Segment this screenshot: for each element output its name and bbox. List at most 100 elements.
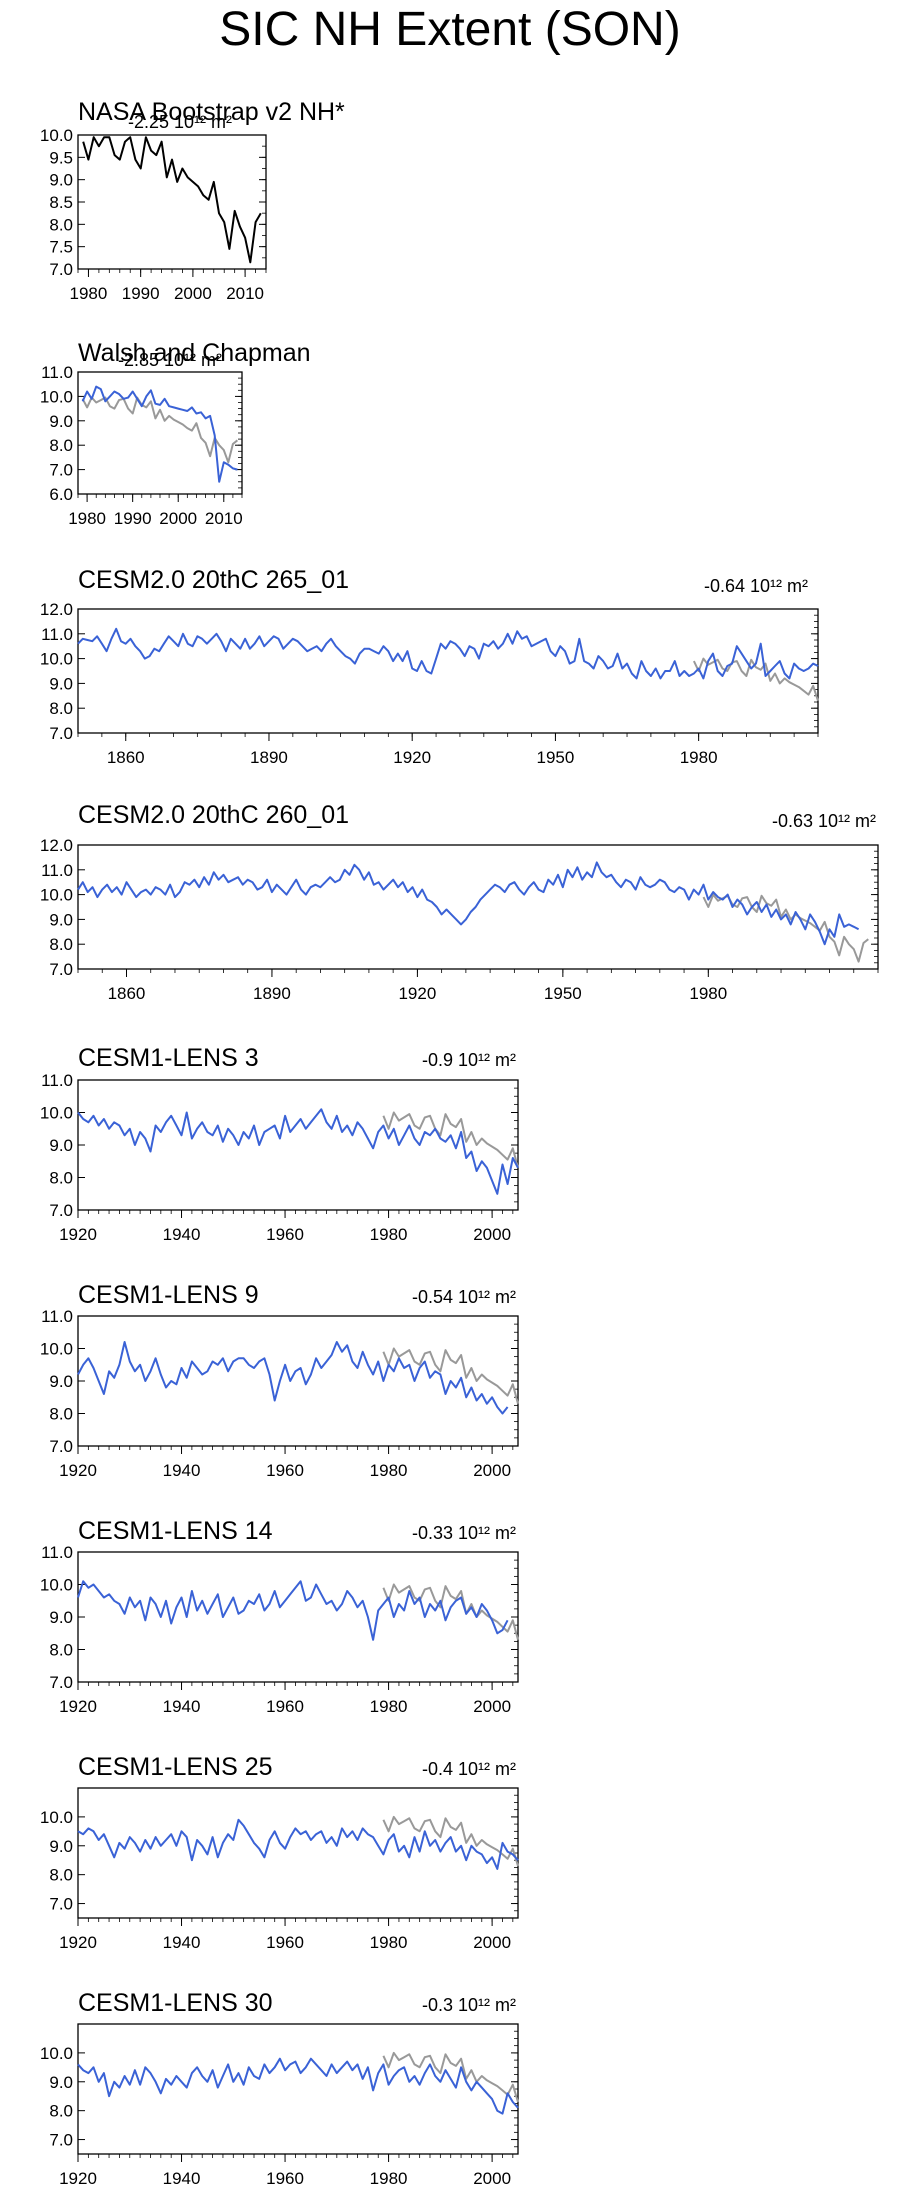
x-tick-label: 1980: [370, 1697, 408, 1716]
y-tick-label: 7.0: [49, 960, 73, 979]
y-tick-label: 8.0: [49, 215, 73, 234]
x-tick-label: 1890: [253, 984, 291, 1003]
observed-series-line: [702, 893, 869, 963]
plot-frame: [77, 134, 267, 270]
trend-label: -0.9 10¹² m²: [422, 1050, 516, 1070]
panel-title: CESM2.0 20thC 260_01: [78, 801, 349, 829]
y-tick-label: 8.0: [49, 935, 73, 954]
y-tick-label: 8.0: [49, 436, 73, 455]
y-tick-label: 9.0: [49, 412, 73, 431]
y-tick-label: 8.0: [49, 1169, 73, 1188]
observed-series-line: [382, 1583, 519, 1641]
panel-title: CESM1-LENS 25: [78, 1753, 273, 1781]
y-tick-label: 9.0: [49, 171, 73, 190]
x-tick-label: 1920: [59, 1461, 97, 1480]
x-tick-label: 2000: [473, 1933, 511, 1952]
model-series-line: [77, 1818, 519, 1870]
y-tick-label: 8.0: [49, 1405, 73, 1424]
y-tick-label: 7.0: [49, 1673, 73, 1692]
x-tick-label: 1960: [266, 1933, 304, 1952]
y-tick-label: 10.0: [40, 1340, 73, 1359]
y-tick-label: 7.0: [49, 2131, 73, 2150]
x-tick-label: 1860: [108, 984, 146, 1003]
model-series-line: [77, 2057, 519, 2115]
y-tick-label: 7.0: [49, 1895, 73, 1914]
plot-frame: [77, 371, 243, 495]
x-tick-label: 1920: [398, 984, 436, 1003]
observed-series-line: [382, 1347, 519, 1405]
x-tick-label: 1920: [59, 1933, 97, 1952]
y-tick-label: 9.0: [49, 674, 73, 693]
x-tick-label: 1860: [107, 748, 145, 767]
x-tick-label: 1980: [680, 748, 718, 767]
y-tick-label: 9.0: [49, 1837, 73, 1856]
chart-panel: CESM1-LENS 25 -0.4 10¹² m² 10.0 9.0 8.0 7.0 19…: [40, 1753, 519, 1952]
x-tick-label: 2000: [174, 284, 212, 303]
x-tick-label: 1960: [266, 1461, 304, 1480]
trend-label: -0.54 10¹² m²: [412, 1287, 516, 1307]
y-tick-label: 7.0: [49, 1201, 73, 1220]
x-tick-label: 2000: [473, 1697, 511, 1716]
y-tick-label: 10.0: [40, 650, 73, 669]
y-tick-label: 7.0: [49, 1437, 73, 1456]
x-tick-label: 1950: [537, 748, 575, 767]
x-tick-label: 1960: [266, 2169, 304, 2188]
observed-series-line: [382, 2051, 519, 2103]
y-tick-label: 7.0: [49, 724, 73, 743]
y-tick-label: 7.0: [49, 461, 73, 480]
model-series-line: [77, 1580, 509, 1641]
x-tick-label: 1940: [163, 1697, 201, 1716]
x-tick-label: 1980: [370, 1933, 408, 1952]
plot-frame: [77, 1315, 519, 1447]
x-tick-label: 1990: [114, 509, 152, 528]
plot-frame: [77, 608, 819, 734]
y-tick-label: 10.0: [40, 1104, 73, 1123]
chart-panel: CESM1-LENS 3 -0.9 10¹² m² 11.0 10.0 9.0 8.0 7.…: [40, 1044, 519, 1244]
y-tick-label: 8.0: [49, 1641, 73, 1660]
panel-title: Walsh and Chapman: [78, 339, 311, 367]
y-tick-label: 11.0: [41, 861, 73, 880]
y-tick-label: 11.0: [41, 363, 73, 382]
figure-title: SIC NH Extent (SON): [219, 3, 681, 56]
y-tick-label: 9.5: [49, 148, 73, 167]
y-tick-label: 9.0: [49, 1136, 73, 1155]
x-tick-label: 1920: [59, 1697, 97, 1716]
x-tick-label: 1920: [59, 2169, 97, 2188]
x-tick-label: 1980: [68, 509, 106, 528]
y-tick-label: 11.0: [41, 625, 73, 644]
chart-panel: Walsh and Chapman-2.85 10¹² m² 11.0 10.0 9.…: [40, 339, 311, 528]
panel-title: CESM2.0 20thC 265_01: [78, 566, 349, 594]
x-tick-label: 1940: [163, 1461, 201, 1480]
x-tick-label: 1980: [370, 1461, 408, 1480]
y-tick-label: 11.0: [41, 1307, 73, 1326]
y-tick-label: 9.0: [49, 1608, 73, 1627]
y-tick-label: 8.0: [49, 2102, 73, 2121]
chart-panel: NASA Bootstrap v2 NH*-2.25 10¹² m² 10.0 9.…: [40, 98, 345, 303]
y-tick-label: 10.0: [40, 1576, 73, 1595]
observed-series-line: [382, 1815, 519, 1867]
x-tick-label: 1950: [544, 984, 582, 1003]
y-tick-label: 12.0: [40, 600, 73, 619]
x-tick-label: 2010: [226, 284, 264, 303]
trend-label: -0.63 10¹² m²: [772, 811, 876, 831]
chart-panel: CESM1-LENS 14 -0.33 10¹² m² 11.0 10.0 9.0 8.0…: [40, 1517, 519, 1716]
trend-label: -0.33 10¹² m²: [412, 1523, 516, 1543]
panel-title: NASA Bootstrap v2 NH*: [78, 98, 345, 126]
y-tick-label: 7.5: [49, 238, 73, 257]
y-tick-label: 9.0: [49, 910, 73, 929]
x-tick-label: 1890: [250, 748, 288, 767]
x-tick-label: 2000: [159, 509, 197, 528]
model-series-line: [77, 1341, 509, 1415]
chart-panel: CESM1-LENS 9 -0.54 10¹² m² 11.0 10.0 9.0 8.0 7…: [40, 1281, 519, 1480]
y-tick-label: 8.0: [49, 1866, 73, 1885]
y-tick-label: 8.0: [49, 699, 73, 718]
plot-frame: [77, 2023, 519, 2155]
chart-panel: CESM2.0 20thC 260_01 -0.63 10¹² m² 12.0 11.…: [40, 801, 879, 1003]
x-tick-label: 1960: [266, 1225, 304, 1244]
x-tick-label: 1990: [122, 284, 160, 303]
y-tick-label: 6.0: [49, 485, 73, 504]
y-tick-label: 11.0: [41, 1071, 73, 1090]
y-tick-label: 9.0: [49, 1372, 73, 1391]
x-tick-label: 1980: [370, 1225, 408, 1244]
